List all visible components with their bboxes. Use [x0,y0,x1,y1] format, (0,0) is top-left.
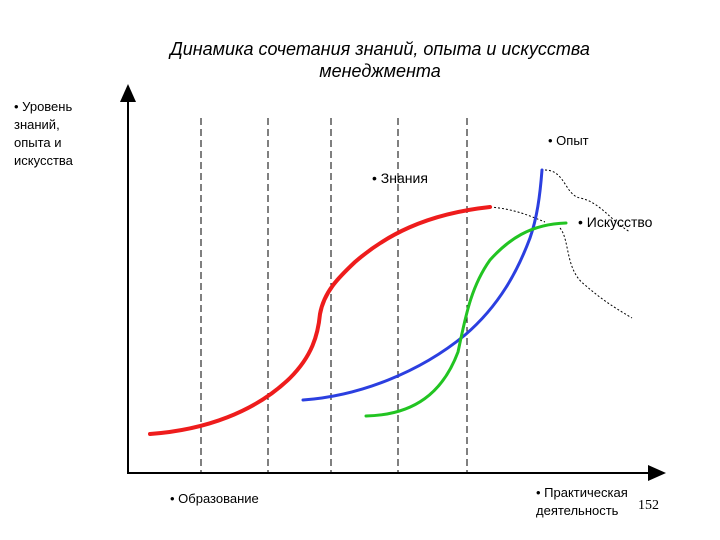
title-line-1: Динамика сочетания знаний, опыта и искус… [170,39,590,59]
title-line-2: менеджмента [319,61,441,81]
diagram-title: Динамика сочетания знаний, опыта и искус… [90,38,670,82]
y-axis-label-line-4: искусства [14,153,73,168]
art-curve [364,221,568,418]
experience-curve [301,168,544,402]
experience-lower-branch [559,227,633,319]
page-number: 152 [638,498,659,513]
experience-label: • Опыт [548,133,589,148]
knowledge-extension-curve [489,206,546,223]
experience-upper-branch [544,169,631,233]
practice-label: • Практическая деятельность [536,484,628,520]
y-axis-label-line-2: знаний, [14,117,60,132]
knowledge-curve [148,205,492,436]
y-axis-label: • Уровень знаний, опыта и искусства [14,98,104,170]
practice-label-line-1: • Практическая [536,485,628,500]
art-label: • Искусство [578,214,653,230]
knowledge-label: • Знания [372,170,428,186]
practice-label-line-2: деятельность [536,503,619,518]
y-axis-label-line-3: опыта и [14,135,62,150]
education-label: • Образование [170,491,259,506]
y-axis-label-line-1: • Уровень [14,99,73,114]
